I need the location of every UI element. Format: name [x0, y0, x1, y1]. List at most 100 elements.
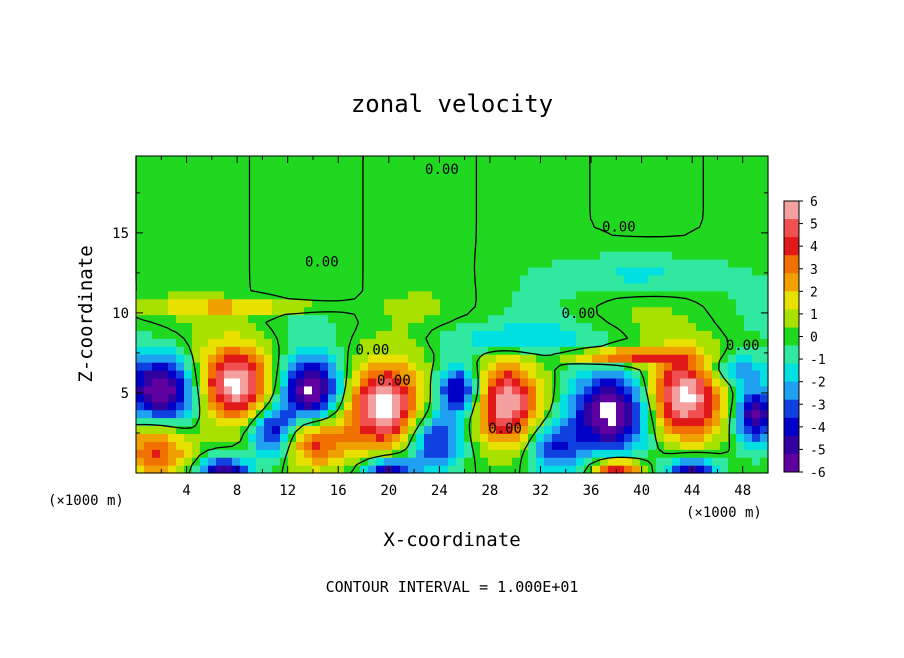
heatmap-cell [560, 346, 569, 355]
heatmap-cell [240, 354, 249, 363]
heatmap-cell [488, 417, 497, 427]
heatmap-cell [448, 251, 457, 260]
heatmap-cell [328, 219, 337, 228]
heatmap-cell [520, 235, 529, 244]
heatmap-cell [680, 417, 689, 427]
heatmap-cell [536, 179, 545, 189]
heatmap-cell [432, 338, 441, 347]
heatmap-cell [152, 203, 161, 213]
heatmap-cell [704, 369, 713, 379]
heatmap-cell [456, 338, 465, 347]
heatmap-cell [216, 203, 225, 213]
heatmap-cell [472, 322, 481, 331]
heatmap-cell [504, 393, 513, 403]
heatmap-cell [632, 330, 641, 339]
heatmap-cell [432, 282, 441, 292]
heatmap-cell [736, 322, 745, 331]
heatmap-cell [456, 385, 465, 395]
heatmap-cell [456, 266, 465, 276]
heatmap-cell [136, 243, 145, 252]
heatmap-cell [360, 401, 369, 411]
heatmap-cell [680, 433, 689, 442]
heatmap-cell [288, 465, 297, 474]
heatmap-cell [728, 314, 737, 324]
heatmap-cell [480, 235, 489, 244]
heatmap-cell [328, 322, 337, 331]
heatmap-cell [184, 282, 193, 292]
heatmap-cell [368, 298, 377, 308]
heatmap-cell [704, 298, 713, 308]
heatmap-cell [592, 243, 601, 252]
heatmap-cell [304, 322, 313, 331]
heatmap-cell [416, 417, 425, 427]
heatmap-cell [680, 195, 689, 205]
heatmap-cell [240, 163, 249, 173]
heatmap-cell [344, 449, 353, 458]
heatmap-cell [152, 425, 161, 434]
heatmap-cell [712, 385, 721, 395]
heatmap-cell [696, 385, 705, 395]
heatmap-cell [680, 425, 689, 434]
contour-label: 0.00 [377, 373, 411, 389]
heatmap-cell [304, 417, 313, 427]
heatmap-cell [416, 243, 425, 252]
heatmap-cell [720, 314, 729, 324]
heatmap-cell [520, 385, 529, 395]
heatmap-cell [576, 259, 585, 268]
heatmap-cell [136, 235, 145, 244]
heatmap-cell [432, 156, 441, 165]
heatmap-cell [392, 417, 401, 427]
heatmap-cell [392, 179, 401, 189]
heatmap-cell [608, 219, 617, 228]
heatmap-cell [656, 441, 665, 450]
heatmap-cell [192, 362, 201, 371]
heatmap-cell [216, 465, 225, 474]
heatmap-cell [168, 346, 177, 355]
heatmap-cell [264, 195, 273, 205]
heatmap-cell [176, 385, 185, 395]
heatmap-cell [328, 465, 337, 474]
heatmap-cell [368, 163, 377, 173]
heatmap-cell [328, 306, 337, 316]
heatmap-cell [408, 449, 417, 458]
heatmap-cell [424, 243, 433, 252]
heatmap-cell [496, 290, 505, 300]
heatmap-cell [656, 457, 665, 466]
heatmap-cell [552, 187, 561, 197]
heatmap-cell [360, 156, 369, 165]
heatmap-cell [408, 465, 417, 474]
heatmap-cell [608, 290, 617, 300]
heatmap-cell [568, 385, 577, 395]
heatmap-cell [752, 156, 761, 165]
heatmap-cell [456, 187, 465, 197]
heatmap-cell [464, 290, 473, 300]
heatmap-cell [368, 211, 377, 220]
heatmap-cell [568, 417, 577, 427]
heatmap-cell [240, 385, 249, 395]
heatmap-cell [544, 330, 553, 339]
heatmap-cell [480, 179, 489, 189]
heatmap-cell [360, 362, 369, 371]
heatmap-cell [232, 338, 241, 347]
heatmap-cell [752, 425, 761, 434]
heatmap-cell [376, 322, 385, 331]
heatmap-cell [168, 259, 177, 268]
heatmap-cell [672, 259, 681, 268]
heatmap-cell [296, 251, 305, 260]
colorbar-swatch [784, 363, 799, 383]
heatmap-cell [720, 298, 729, 308]
heatmap-cell [688, 425, 697, 434]
heatmap-cell [464, 156, 473, 165]
heatmap-cell [304, 282, 313, 292]
heatmap-cell [176, 274, 185, 284]
heatmap-cell [520, 441, 529, 450]
heatmap-cell [264, 251, 273, 260]
heatmap-cell [200, 409, 209, 419]
heatmap-cell [344, 385, 353, 395]
heatmap-cell [408, 187, 417, 197]
heatmap-cell [744, 425, 753, 434]
heatmap-cell [352, 211, 361, 220]
heatmap-cell [584, 179, 593, 189]
heatmap-cell [632, 393, 641, 403]
heatmap-cell [648, 163, 657, 173]
